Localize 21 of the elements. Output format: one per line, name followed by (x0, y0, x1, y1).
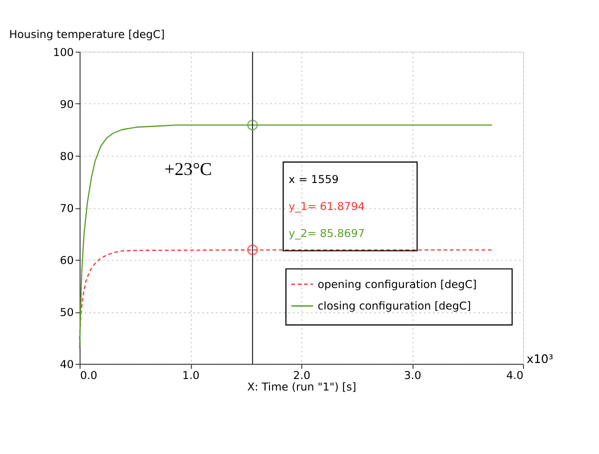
y-tick-label: 40 (60, 358, 74, 371)
annotation: y_2= 85.8697 (288, 227, 365, 240)
y-tick-label: 80 (60, 150, 74, 163)
x-axis-title: X: Time (run "1") [s] (247, 380, 356, 394)
x-tick-label: 4.0 (506, 368, 524, 382)
x-tick-label: 2.0 (293, 368, 310, 382)
x-tick-label: 1.0 (182, 368, 200, 382)
y-tick-label: 100 (53, 46, 74, 59)
y-tick-label: 90 (60, 98, 74, 111)
x-tick-label: 3.0 (404, 368, 422, 382)
y-tick-label: 60 (60, 254, 74, 267)
legend-label: closing configuration [degC] (318, 300, 471, 313)
annotation: y_1= 61.8794 (288, 200, 365, 214)
y-tick-label: 50 (60, 306, 74, 319)
legend-label: opening configuration [degC] (318, 278, 477, 291)
chart-title: Housing temperature [degC] (9, 28, 165, 42)
text: x10³ (526, 352, 554, 366)
annotation: x = 1559 (288, 172, 339, 186)
y-tick-label: 70 (60, 202, 74, 215)
annotation: +23°C (164, 158, 212, 179)
x-tick-label: 0.0 (80, 368, 98, 382)
